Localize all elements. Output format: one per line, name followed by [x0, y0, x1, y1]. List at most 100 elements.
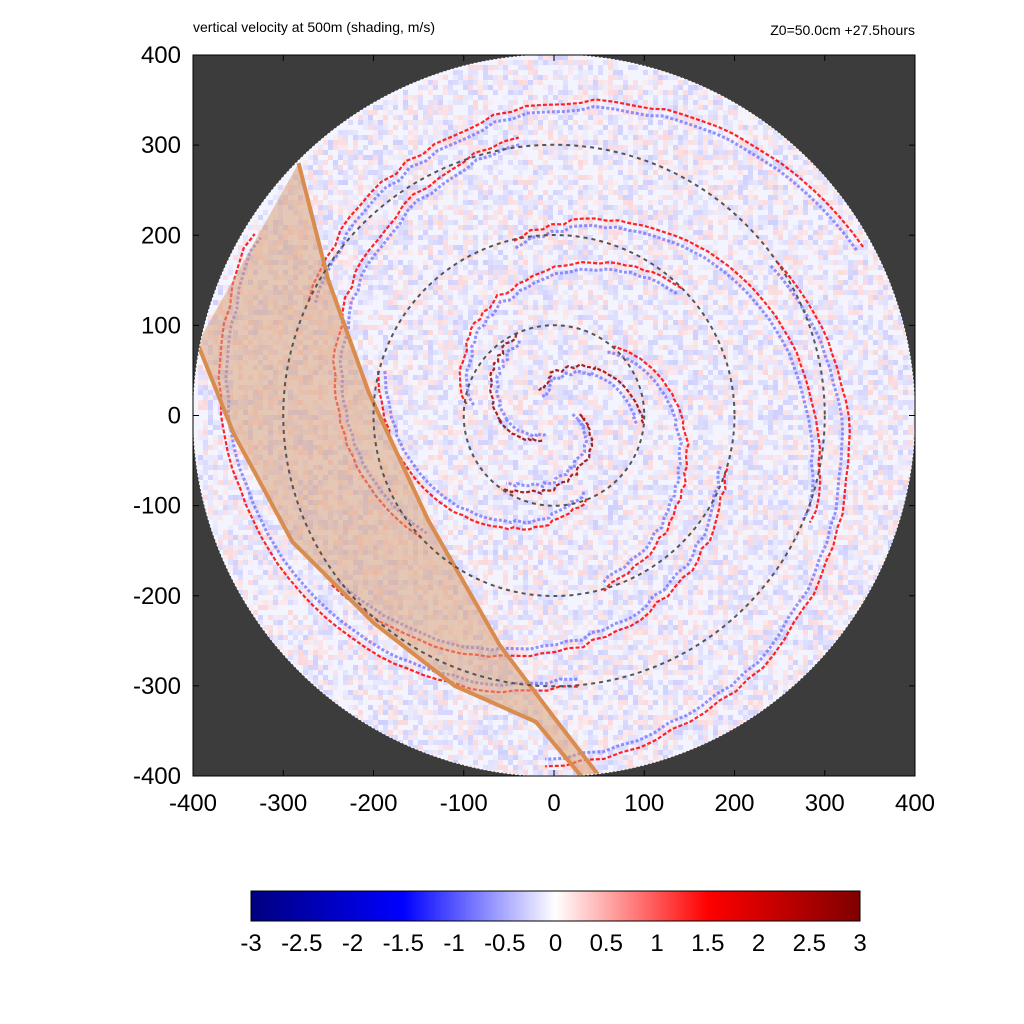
- field-cell: [518, 325, 523, 330]
- field-cell: [428, 245, 433, 250]
- field-cell: [708, 230, 713, 235]
- field-cell: [828, 240, 833, 245]
- field-cell: [728, 305, 733, 310]
- field-cell: [418, 335, 423, 340]
- field-cell: [533, 335, 538, 340]
- field-cell: [208, 390, 213, 395]
- field-cell: [708, 280, 713, 285]
- field-cell: [363, 135, 368, 140]
- field-cell: [508, 90, 513, 95]
- field-cell: [873, 260, 878, 265]
- field-cell: [363, 175, 368, 180]
- field-cell: [513, 320, 518, 325]
- field-cell: [723, 380, 728, 385]
- field-cell: [698, 105, 703, 110]
- field-cell: [883, 320, 888, 325]
- field-cell: [773, 255, 778, 260]
- field-cell: [578, 90, 583, 95]
- field-cell: [413, 170, 418, 175]
- field-cell: [793, 375, 798, 380]
- field-cell: [588, 250, 593, 255]
- field-cell: [753, 205, 758, 210]
- field-cell: [683, 170, 688, 175]
- field-cell: [868, 300, 873, 305]
- field-cell: [683, 245, 688, 250]
- field-cell: [383, 200, 388, 205]
- field-cell: [463, 375, 468, 380]
- field-cell: [533, 195, 538, 200]
- field-cell: [633, 365, 638, 370]
- field-cell: [353, 330, 358, 335]
- field-cell: [678, 340, 683, 345]
- field-cell: [568, 350, 573, 355]
- field-cell: [483, 105, 488, 110]
- field-cell: [473, 180, 478, 185]
- field-cell: [693, 305, 698, 310]
- field-cell: [868, 250, 873, 255]
- field-cell: [483, 85, 488, 90]
- field-cell: [673, 340, 678, 345]
- field-cell: [588, 60, 593, 65]
- field-cell: [538, 335, 543, 340]
- field-cell: [778, 170, 783, 175]
- field-cell: [368, 165, 373, 170]
- field-cell: [408, 250, 413, 255]
- field-cell: [458, 260, 463, 265]
- field-cell: [668, 230, 673, 235]
- field-cell: [828, 365, 833, 370]
- field-cell: [448, 340, 453, 345]
- field-cell: [368, 170, 373, 175]
- field-cell: [833, 300, 838, 305]
- field-cell: [448, 290, 453, 295]
- field-cell: [558, 245, 563, 250]
- field-cell: [643, 270, 648, 275]
- field-cell: [583, 315, 588, 320]
- field-cell: [263, 210, 268, 215]
- field-cell: [433, 380, 438, 385]
- field-cell: [573, 355, 578, 360]
- field-cell: [573, 175, 578, 180]
- field-cell: [523, 215, 528, 220]
- field-cell: [678, 135, 683, 140]
- field-cell: [788, 285, 793, 290]
- field-cell: [608, 160, 613, 165]
- field-cell: [668, 105, 673, 110]
- field-cell: [848, 240, 853, 245]
- field-cell: [583, 155, 588, 160]
- field-cell: [338, 270, 343, 275]
- field-cell: [518, 90, 523, 95]
- field-cell: [748, 180, 753, 185]
- field-cell: [758, 320, 763, 325]
- field-cell: [668, 140, 673, 145]
- field-cell: [398, 275, 403, 280]
- field-cell: [793, 250, 798, 255]
- field-cell: [663, 335, 668, 340]
- field-cell: [348, 130, 353, 135]
- field-cell: [603, 305, 608, 310]
- field-cell: [788, 165, 793, 170]
- field-cell: [433, 260, 438, 265]
- field-cell: [403, 390, 408, 395]
- field-cell: [673, 385, 678, 390]
- field-cell: [803, 240, 808, 245]
- field-cell: [363, 115, 368, 120]
- field-cell: [413, 325, 418, 330]
- field-cell: [738, 185, 743, 190]
- field-cell: [698, 325, 703, 330]
- field-cell: [773, 360, 778, 365]
- field-cell: [473, 105, 478, 110]
- field-cell: [473, 300, 478, 305]
- field-cell: [498, 240, 503, 245]
- field-cell: [788, 150, 793, 155]
- field-cell: [793, 355, 798, 360]
- field-cell: [808, 245, 813, 250]
- field-cell: [468, 305, 473, 310]
- field-cell: [453, 80, 458, 85]
- field-cell: [548, 225, 553, 230]
- field-cell: [598, 315, 603, 320]
- field-cell: [318, 160, 323, 165]
- field-cell: [578, 240, 583, 245]
- field-cell: [623, 335, 628, 340]
- field-cell: [618, 245, 623, 250]
- field-cell: [623, 260, 628, 265]
